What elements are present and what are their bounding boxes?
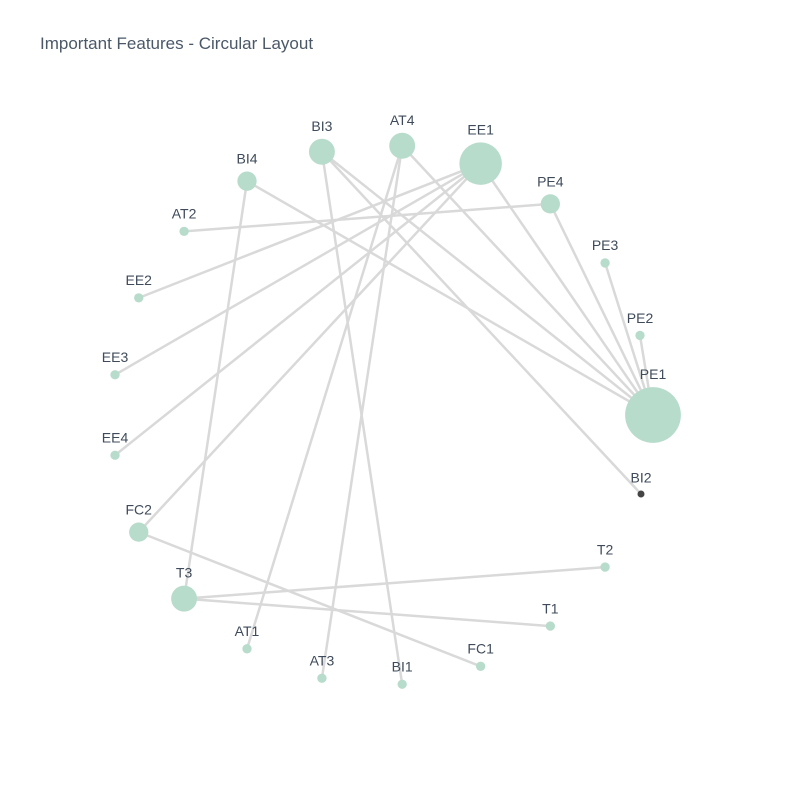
node-label-pe1: PE1 <box>640 366 667 382</box>
edge-pe1-at4 <box>401 144 654 416</box>
edge-t3-t1 <box>183 597 551 628</box>
node-t3[interactable] <box>171 585 198 612</box>
node-layer <box>110 132 681 689</box>
edge-ee1-ee2 <box>138 162 482 300</box>
node-label-ee2: EE2 <box>126 272 153 288</box>
page-title: Important Features - Circular Layout <box>40 34 314 53</box>
node-label-at2: AT2 <box>172 206 197 222</box>
edge-t3-t2 <box>183 565 606 600</box>
edge-fc2-fc1 <box>138 530 482 668</box>
label-layer: PE1 PE2 PE3 PE4 EE1 AT4 BI3 BI4 AT2 EE2 EE3 EE4 FC2 T… <box>102 112 667 675</box>
node-label-pe3: PE3 <box>592 237 619 253</box>
node-t1[interactable] <box>545 621 556 631</box>
node-bi1[interactable] <box>397 679 407 689</box>
node-label-fc2: FC2 <box>126 502 153 518</box>
node-at3[interactable] <box>317 673 327 683</box>
node-label-bi2: BI2 <box>630 470 651 486</box>
node-ee4[interactable] <box>110 450 120 460</box>
edge-layer <box>114 144 655 685</box>
node-label-t3: T3 <box>176 565 193 581</box>
node-ee3[interactable] <box>110 370 120 380</box>
node-ee2[interactable] <box>134 293 144 303</box>
edge-pe4-at2 <box>183 202 551 233</box>
node-ee1[interactable] <box>459 142 502 185</box>
edge-pe1-bi4 <box>246 180 654 417</box>
edge-pe1-pe4 <box>549 203 655 416</box>
node-label-ee1: EE1 <box>467 121 494 137</box>
edge-at4-at1 <box>245 145 404 650</box>
node-at4[interactable] <box>389 132 416 159</box>
node-label-pe4: PE4 <box>537 173 564 189</box>
edge-bi3-bi2 <box>321 150 642 495</box>
edge-bi3-bi1 <box>320 151 404 685</box>
edge-ee1-fc2 <box>137 162 482 533</box>
node-at2[interactable] <box>179 226 189 237</box>
node-pe3[interactable] <box>600 258 610 268</box>
node-label-at1: AT1 <box>235 623 260 639</box>
node-label-ee4: EE4 <box>102 430 129 446</box>
node-label-bi3: BI3 <box>311 118 332 134</box>
node-bi4[interactable] <box>237 171 257 191</box>
edge-ee1-ee3 <box>114 162 482 376</box>
node-pe1[interactable] <box>625 387 681 443</box>
node-label-at3: AT3 <box>310 653 335 669</box>
node-label-fc1: FC1 <box>467 641 494 657</box>
node-at1[interactable] <box>242 644 252 654</box>
node-label-bi1: BI1 <box>392 659 413 675</box>
node-pe4[interactable] <box>540 194 560 214</box>
node-fc1[interactable] <box>475 661 486 671</box>
node-label-bi4: BI4 <box>236 151 257 167</box>
node-label-pe2: PE2 <box>627 310 654 326</box>
node-label-t2: T2 <box>597 541 614 557</box>
node-label-t1: T1 <box>542 600 559 616</box>
node-t2[interactable] <box>600 562 610 572</box>
node-pe2[interactable] <box>635 330 645 341</box>
node-label-ee3: EE3 <box>102 349 129 365</box>
node-bi2[interactable] <box>637 490 645 498</box>
node-label-at4: AT4 <box>390 112 415 128</box>
edge-ee1-ee4 <box>114 162 482 457</box>
edge-pe1-bi3 <box>321 150 654 416</box>
node-fc2[interactable] <box>129 522 149 542</box>
node-bi3[interactable] <box>308 138 335 165</box>
edge-pe1-ee1 <box>479 162 655 416</box>
edge-bi4-t3 <box>182 180 249 599</box>
